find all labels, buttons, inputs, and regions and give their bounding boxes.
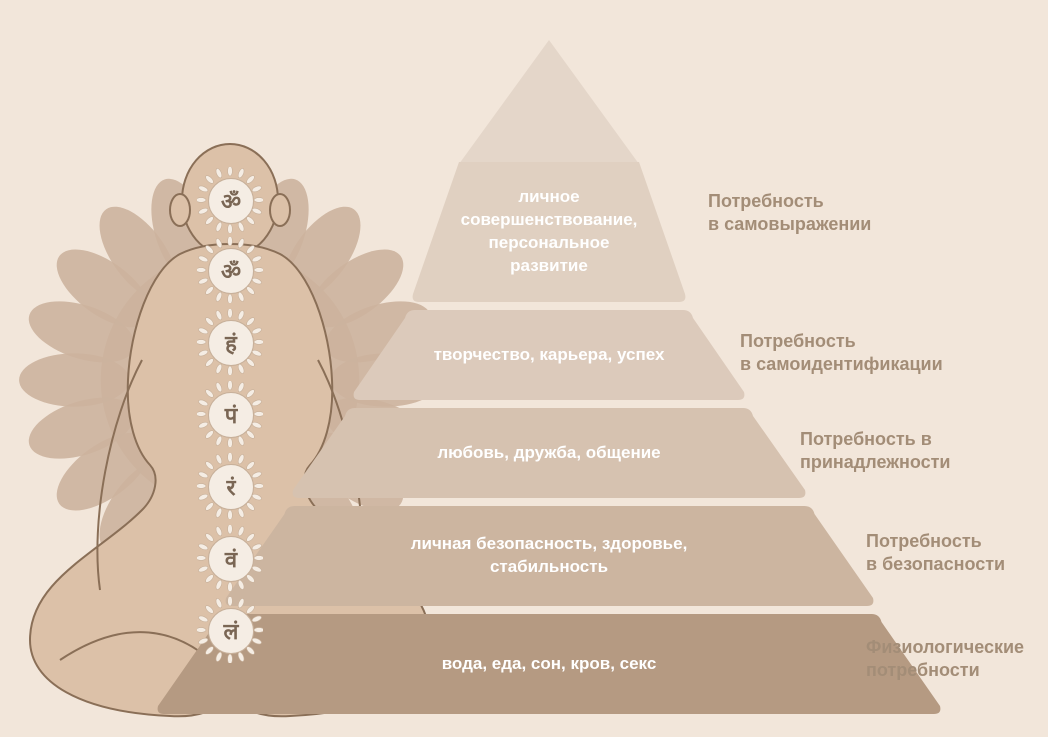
chakra-5: वं xyxy=(208,536,254,582)
chakra-2: हं xyxy=(208,320,254,366)
chakra-1: ॐ xyxy=(208,248,254,294)
side-label-0: Потребность в самовыражении xyxy=(708,190,871,237)
side-label-3: Потребность в безопасности xyxy=(866,530,1005,577)
pyramid-level-text-4: вода, еда, сон, кров, секс xyxy=(156,614,942,714)
infographic-canvas: личное совершенствование, персональное р… xyxy=(0,0,1048,737)
pyramid-level-text-1: творчество, карьера, успех xyxy=(352,310,746,400)
chakra-3: पं xyxy=(208,392,254,438)
chakra-0: ॐ xyxy=(208,178,254,224)
chakra-4: रं xyxy=(208,464,254,510)
side-label-2: Потребность в принадлежности xyxy=(800,428,951,475)
side-label-1: Потребность в самоидентификации xyxy=(740,330,943,377)
side-label-4: Физиологические потребности xyxy=(866,636,1024,683)
pyramid-level-text-3: личная безопасность, здоровье, стабильно… xyxy=(224,506,875,606)
pyramid-level-text-2: любовь, дружба, общение xyxy=(291,408,807,498)
pyramid-level-text-0: личное совершенствование, персональное р… xyxy=(411,162,687,302)
pyramid-tip xyxy=(459,40,639,164)
chakra-6: लं xyxy=(208,608,254,654)
